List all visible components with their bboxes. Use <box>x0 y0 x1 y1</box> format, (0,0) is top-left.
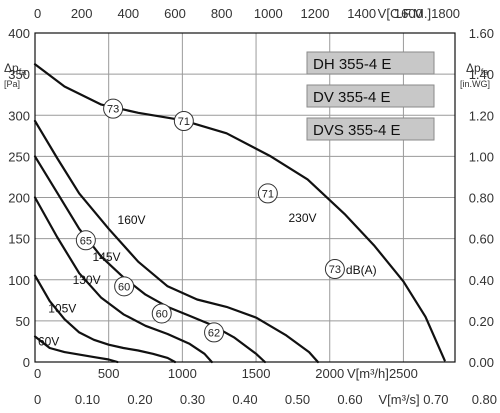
y-right-tick-label: 1.20 <box>469 108 494 123</box>
curve-130v <box>33 196 213 364</box>
series-label-60v: 60V <box>38 335 59 349</box>
x-bottom-tick-label: 2500 <box>389 366 418 381</box>
y-right-tick-label: 0.20 <box>469 314 494 329</box>
x-top-tick-label: 1000 <box>254 6 283 21</box>
sound-level-value: 73 <box>107 104 119 116</box>
sound-level-badge <box>173 111 194 132</box>
y-left-tick-label: 100 <box>8 273 30 288</box>
x-top-tick-label: 600 <box>164 6 186 21</box>
sound-level-value: 60 <box>118 281 130 293</box>
x-top-tick-label: 1600 <box>394 6 423 21</box>
model-box <box>306 51 435 75</box>
sound-level-badges: 73 71 71 73 dB(A) 65 60 60 62 <box>75 98 377 343</box>
x-top-tick-label: 400 <box>117 6 139 21</box>
axes: 0 50 100 150 200 250 300 350 400 Δpfa [Pa] 0.00 0.20… <box>4 6 497 407</box>
x-secondary-tick-label: 0.50 <box>285 392 310 407</box>
sound-level-value: 73 <box>329 264 341 276</box>
sound-level-value: 65 <box>80 235 92 247</box>
y-left-axis-title: Δpfa <box>4 61 26 77</box>
sound-level-badge <box>204 322 225 343</box>
x-secondary-tick-label: 0.20 <box>127 392 152 407</box>
x-secondary-tick-label: 0.80 <box>472 392 497 407</box>
x-bottom-tick-label: 500 <box>98 366 120 381</box>
x-bottom-tick-label: 1000 <box>168 366 197 381</box>
sound-level-badge <box>324 259 345 280</box>
y-left-tick-label: 350 <box>8 67 30 82</box>
y-right-axis-title: Δpfa <box>466 61 488 77</box>
sound-level-badge <box>257 183 278 204</box>
y-left-tick-label: 50 <box>16 314 30 329</box>
sound-level-badge <box>151 303 172 324</box>
sound-level-value: 62 <box>208 327 220 339</box>
x-bottom-tick-label: 1500 <box>242 366 271 381</box>
series-label-105v: 105V <box>48 302 76 316</box>
x-top-tick-label: 800 <box>211 6 233 21</box>
x-secondary-axis-title: V[m³/s] 0.70 <box>378 392 448 407</box>
model-box <box>306 117 435 141</box>
y-right-tick-label: 0.00 <box>469 355 494 370</box>
y-left-tick-label: 300 <box>8 108 30 123</box>
model-list: DH 355-4 E DV 355-4 E DVS 355-4 E <box>306 51 435 141</box>
curve-105v <box>33 274 177 364</box>
model-label: DH 355-4 E <box>313 56 391 73</box>
series-labels: 230V 160V 145V 130V 105V 60V <box>38 211 317 348</box>
x-bottom-tick-label: 2000 <box>315 366 344 381</box>
y-right-tick-label: 1.60 <box>469 26 494 41</box>
curve-230v <box>33 63 446 362</box>
y-right-tick-label: 0.60 <box>469 232 494 247</box>
model-label: DVS 355-4 E <box>313 122 401 139</box>
model-label: DV 355-4 E <box>313 89 391 106</box>
x-secondary-tick-label: 0.10 <box>75 392 100 407</box>
sound-level-badge <box>75 230 96 251</box>
sound-level-value: 71 <box>178 116 190 128</box>
series-label-160v: 160V <box>118 213 146 227</box>
sound-level-value: 71 <box>262 188 274 200</box>
y-left-tick-label: 250 <box>8 149 30 164</box>
y-left-axis-subscript: fa <box>19 67 27 77</box>
x-secondary-tick-label: 0.60 <box>337 392 362 407</box>
y-left-axis-unit: [Pa] <box>4 79 20 89</box>
model-box <box>306 84 435 108</box>
y-left-tick-label: 200 <box>8 191 30 206</box>
y-left-tick-label: 150 <box>8 232 30 247</box>
sound-level-value: 60 <box>156 308 168 320</box>
x-top-tick-label: 1200 <box>301 6 330 21</box>
sound-level-badge <box>114 276 135 297</box>
curve-60v <box>33 335 119 364</box>
plot-frame <box>34 32 456 363</box>
sound-level-unit: dB(A) <box>346 263 377 277</box>
x-top-tick-label: 200 <box>71 6 93 21</box>
y-right-tick-label: 0.80 <box>469 191 494 206</box>
series-label-145v: 145V <box>92 250 120 264</box>
y-right-tick-label: 1.40 <box>469 67 494 82</box>
curve-160v <box>33 119 319 364</box>
y-left-tick-label: 400 <box>8 26 30 41</box>
x-top-tick-label: 0 <box>34 6 41 21</box>
sound-level-badge <box>103 98 124 119</box>
curves <box>33 63 446 364</box>
x-top-axis-title: V[C.F.M.]1800 <box>378 6 460 21</box>
y-right-tick-label: 0.40 <box>469 273 494 288</box>
series-label-230v: 230V <box>288 211 316 225</box>
x-secondary-tick-label: 0.40 <box>232 392 257 407</box>
y-right-axis-subscript: fa <box>481 67 489 77</box>
x-top-tick-label: 1400 <box>347 6 376 21</box>
y-right-axis-unit: [in.WG] <box>460 79 490 89</box>
x-secondary-tick-label: 0.30 <box>180 392 205 407</box>
y-right-tick-label: 1.00 <box>469 149 494 164</box>
y-left-tick-label: 0 <box>23 355 30 370</box>
x-bottom-tick-label: 0 <box>34 366 41 381</box>
series-label-130v: 130V <box>73 273 101 287</box>
x-bottom-axis-title: V[m³/h] <box>347 366 389 381</box>
curve-145v <box>33 155 266 364</box>
x-secondary-tick-label: 0 <box>34 392 41 407</box>
